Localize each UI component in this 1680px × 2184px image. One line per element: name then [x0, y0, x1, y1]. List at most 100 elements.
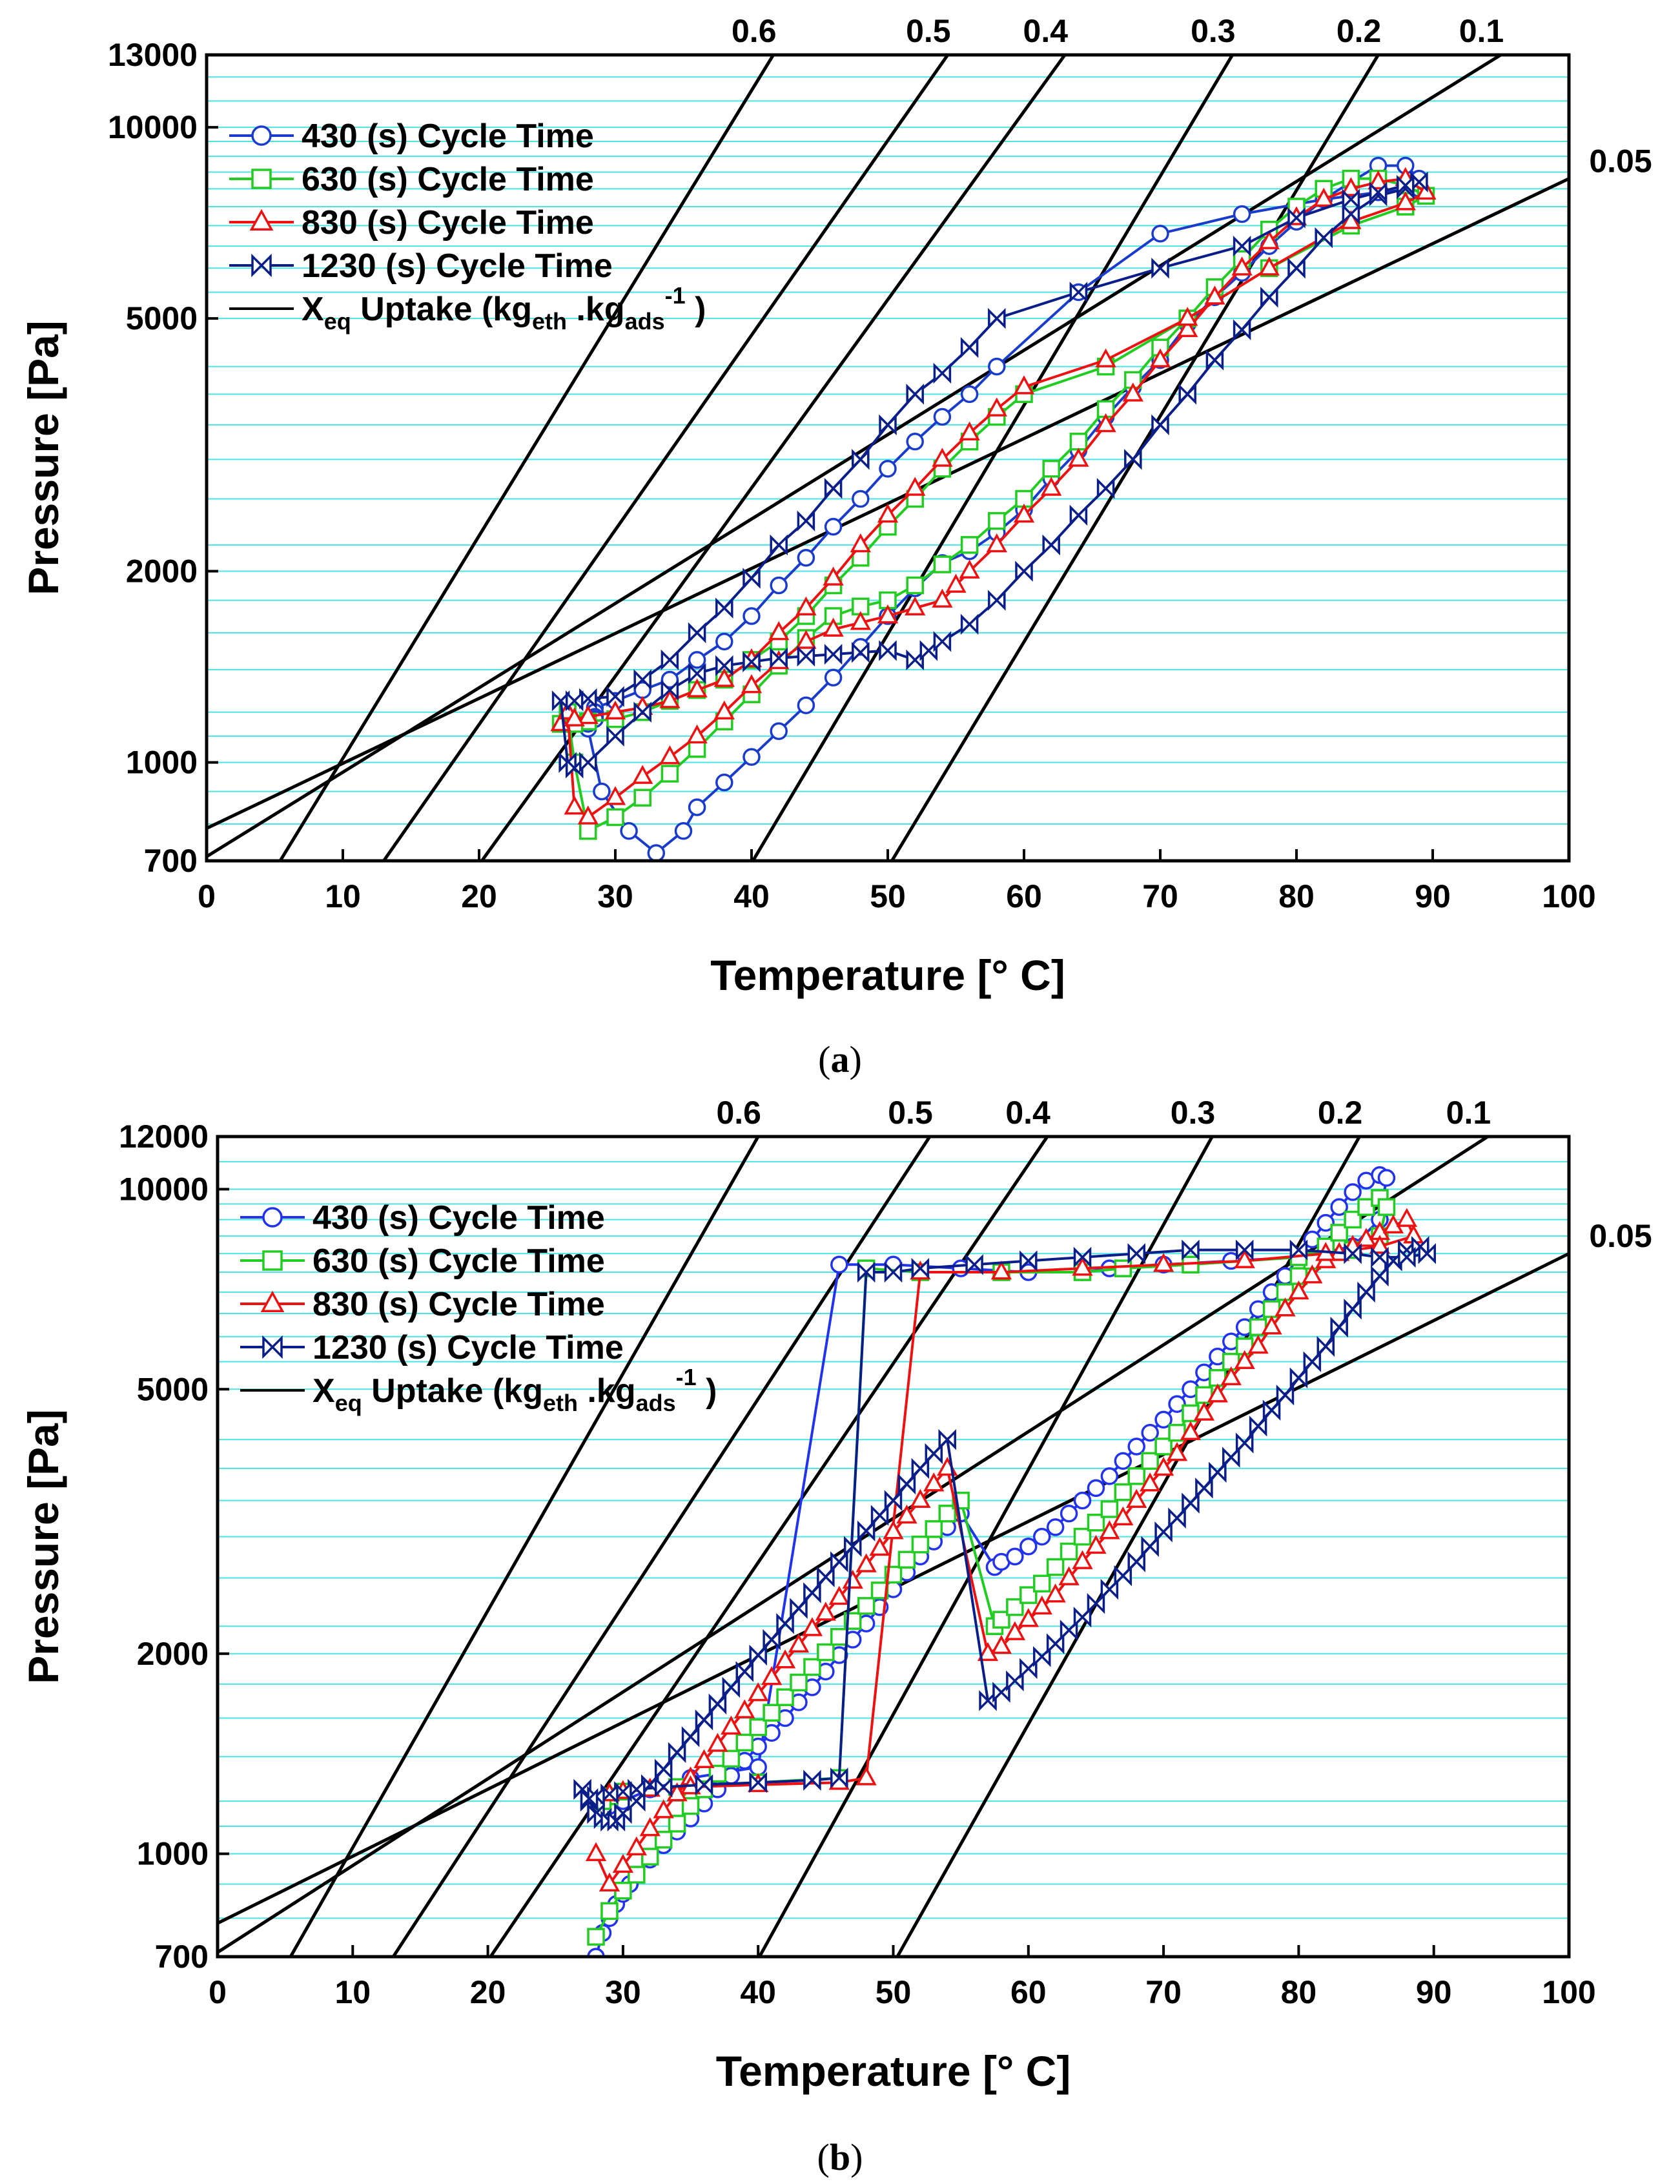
legend-item: 1230 (s) Cycle Time — [240, 1329, 624, 1366]
marker-square — [668, 1815, 686, 1833]
marker-bowtie — [830, 1767, 848, 1789]
y-axis-label: Pressure [Pa] — [19, 1409, 67, 1684]
marker-bowtie — [1369, 181, 1388, 203]
marker-circle — [906, 433, 924, 451]
marker-circle — [688, 651, 706, 669]
marker-triangle — [768, 621, 790, 641]
marker-bowtie — [797, 510, 815, 531]
x-tick-label: 80 — [1278, 878, 1315, 914]
marker-circle — [1316, 1213, 1335, 1232]
marker-triangle — [1140, 1472, 1161, 1492]
marker-circle — [960, 385, 979, 404]
marker-bowtie — [770, 647, 788, 669]
legend-item: 430 (s) Cycle Time — [240, 1199, 605, 1237]
isostere-line — [757, 1137, 1214, 1957]
marker-bowtie — [1069, 282, 1088, 303]
marker-triangle — [612, 1853, 634, 1873]
legend-label-part: eq — [324, 308, 351, 335]
marker-triangle — [855, 1766, 877, 1786]
marker-triangle — [910, 1489, 931, 1508]
x-tick-label: 20 — [470, 1974, 506, 2010]
marker-triangle — [1313, 187, 1335, 207]
legend-item: 630 (s) Cycle Time — [229, 161, 594, 198]
legend-label-part: .kg — [578, 1372, 636, 1410]
marker-triangle — [1340, 210, 1362, 229]
marker-circle — [1046, 1518, 1065, 1536]
marker-bowtie — [1127, 1551, 1145, 1572]
marker-bowtie — [606, 725, 624, 747]
marker-triangle — [828, 1585, 850, 1605]
marker-triangle — [1152, 1456, 1174, 1476]
marker-bowtie — [749, 1644, 767, 1666]
marker-bowtie — [1344, 1242, 1362, 1264]
marker-bowtie — [1151, 258, 1169, 279]
marker-bowtie — [933, 631, 952, 652]
marker-triangle — [1234, 1350, 1255, 1370]
x-tick-label: 90 — [1416, 1974, 1452, 2010]
marker-triangle — [748, 1682, 769, 1702]
marker-circle — [1060, 1505, 1078, 1523]
marker-triangle — [1018, 1608, 1039, 1627]
marker-triangle — [1095, 348, 1116, 367]
marker-triangle — [564, 707, 585, 726]
marker-square — [1046, 1558, 1065, 1576]
series-bowtie — [573, 1235, 1436, 1832]
marker-triangle — [1231, 256, 1253, 276]
isostere-label: 0.1 — [1446, 1095, 1491, 1131]
marker-triangle — [1068, 448, 1089, 467]
marker-bowtie — [749, 1772, 767, 1793]
marker-circle — [1344, 1183, 1362, 1201]
marker-triangle — [1041, 477, 1062, 496]
series-circle — [587, 1166, 1396, 1957]
marker-triangle — [990, 1634, 1012, 1654]
marker-square — [1073, 1527, 1092, 1546]
marker-circle — [674, 822, 693, 840]
marker-circle — [743, 607, 761, 625]
marker-triangle — [1302, 1264, 1323, 1284]
series-circle — [551, 156, 1428, 861]
caption-a: (a) — [818, 1038, 862, 1080]
marker-square — [776, 1688, 794, 1706]
legend-item: 830 (s) Cycle Time — [229, 204, 594, 242]
legend-item: 630 (s) Cycle Time — [240, 1242, 605, 1280]
marker-bowtie — [770, 534, 788, 556]
isostere-label: 0.05 — [1589, 143, 1652, 180]
marker-triangle — [896, 1504, 917, 1524]
marker-triangle — [1126, 1489, 1147, 1508]
marker-circle — [1087, 1479, 1105, 1498]
isostere-label: 0.3 — [1171, 1095, 1216, 1131]
marker-triangle — [249, 209, 274, 231]
marker-triangle — [632, 765, 653, 784]
marker-bowtie — [911, 1257, 930, 1279]
marker-circle — [879, 460, 897, 478]
marker-circle — [1032, 1527, 1051, 1546]
marker-triangle — [564, 796, 585, 815]
marker-bowtie — [1397, 174, 1415, 196]
isostere-line — [391, 1137, 932, 1957]
marker-triangle — [1099, 1520, 1120, 1540]
legend-label-part: eth — [543, 1390, 578, 1416]
legend-label: 630 (s) Cycle Time — [312, 1242, 605, 1280]
marker-square — [790, 1673, 808, 1692]
marker-circle — [988, 357, 1006, 376]
marker-bowtie — [573, 1778, 591, 1800]
marker-triangle — [877, 604, 899, 624]
marker-triangle — [653, 1799, 674, 1818]
marker-bowtie — [1289, 1239, 1308, 1261]
marker-circle — [1006, 1547, 1024, 1566]
marker-bowtie — [1289, 1367, 1308, 1388]
marker-triangle — [761, 1666, 783, 1685]
chart-panel-a: 0.6 0.5 0.4 0.3 0.2 0.1 0.05 0 10 20 30 40 50 60 70 80 9… — [19, 13, 1652, 999]
marker-triangle — [905, 477, 926, 496]
marker-circle — [1168, 1395, 1186, 1413]
series-triangle — [550, 167, 1437, 825]
marker-triangle — [1045, 1583, 1066, 1603]
marker-triangle — [659, 689, 681, 708]
y-tick-label: 12000 — [119, 1118, 209, 1155]
isostere-line — [278, 55, 775, 861]
legend-label-part: ads — [625, 308, 665, 335]
isostere-label: 0.4 — [1023, 13, 1069, 49]
isostere-line — [289, 1137, 761, 1957]
marker-triangle — [986, 397, 1007, 417]
legend-label-part: .kg — [567, 291, 625, 328]
